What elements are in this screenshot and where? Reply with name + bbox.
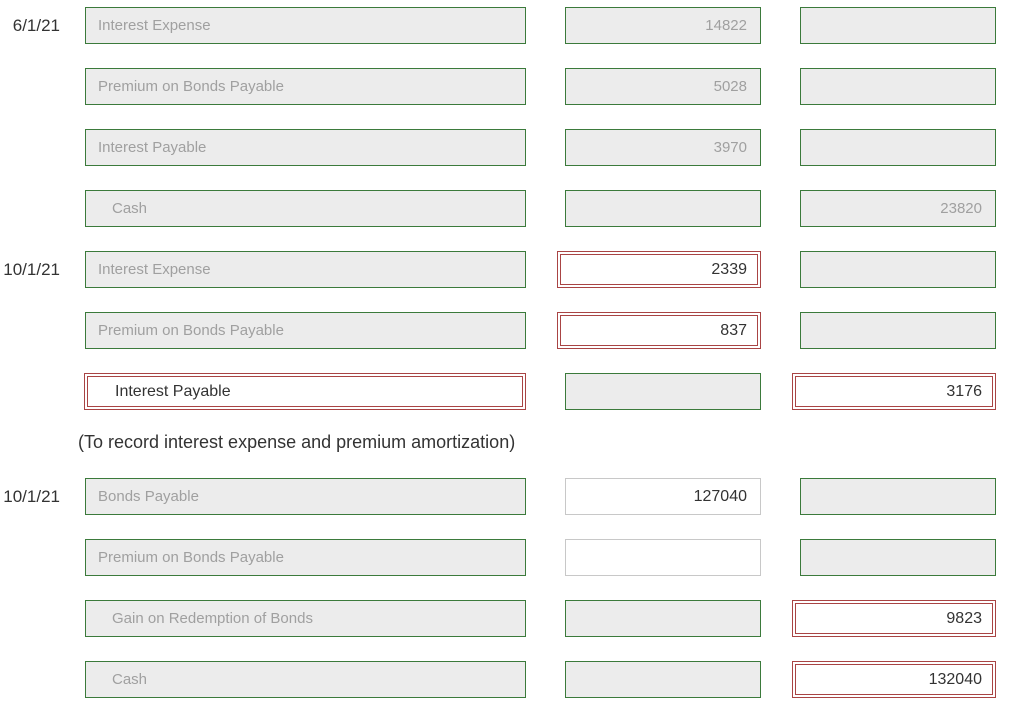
credit-field-text: 9823: [946, 610, 982, 627]
debit-field: [565, 190, 761, 227]
account-field: Premium on Bonds Payable: [85, 539, 526, 576]
debit-field[interactable]: [565, 539, 761, 576]
credit-field-text: 23820: [940, 200, 982, 217]
debit-field: [565, 600, 761, 637]
account-field[interactable]: Interest Payable: [84, 373, 526, 410]
account-field: Gain on Redemption of Bonds: [85, 600, 526, 637]
account-field: Premium on Bonds Payable: [85, 312, 526, 349]
account-field-text: Premium on Bonds Payable: [98, 78, 284, 95]
debit-field: 3970: [565, 129, 761, 166]
credit-field: [800, 7, 996, 44]
debit-field-text: 127040: [693, 488, 747, 505]
credit-field: [800, 68, 996, 105]
account-field-text: Premium on Bonds Payable: [98, 549, 284, 566]
account-field-text: Gain on Redemption of Bonds: [112, 610, 313, 627]
entry-date: 10/1/21: [3, 260, 60, 279]
entry-note: (To record interest expense and premium …: [78, 432, 516, 452]
account-field: Interest Expense: [85, 251, 526, 288]
credit-field: [800, 539, 996, 576]
credit-field: 23820: [800, 190, 996, 227]
account-field-text: Interest Expense: [98, 261, 211, 278]
debit-field[interactable]: 127040: [565, 478, 761, 515]
entry-date: 6/1/21: [12, 16, 60, 35]
field-border: [795, 603, 993, 634]
field-border: [560, 254, 758, 285]
account-field: Cash: [85, 190, 526, 227]
field-border: [87, 376, 523, 407]
field-border: [560, 315, 758, 346]
debit-field[interactable]: 837: [557, 312, 761, 349]
debit-field: [565, 661, 761, 698]
debit-field: [565, 373, 761, 410]
credit-field-text: 132040: [928, 671, 982, 688]
account-field-text: Bonds Payable: [98, 488, 199, 505]
account-field-text: Interest Expense: [98, 17, 211, 34]
debit-field-text: 5028: [713, 78, 747, 95]
account-field: Bonds Payable: [85, 478, 526, 515]
field-border: [795, 664, 993, 695]
account-field-text: Premium on Bonds Payable: [98, 322, 284, 339]
credit-field[interactable]: 132040: [792, 661, 996, 698]
account-field-text: Interest Payable: [115, 383, 231, 400]
account-field: Interest Payable: [85, 129, 526, 166]
credit-field[interactable]: 3176: [792, 373, 996, 410]
debit-field-text: 14822: [705, 17, 747, 34]
account-field-text: Cash: [112, 200, 148, 217]
credit-field: [800, 478, 996, 515]
account-field-text: Interest Payable: [98, 139, 207, 156]
debit-field: 14822: [565, 7, 761, 44]
credit-field: [800, 312, 996, 349]
debit-field[interactable]: 2339: [557, 251, 761, 288]
entry-date: 10/1/21: [3, 487, 60, 506]
debit-field: 5028: [565, 68, 761, 105]
account-field: Cash: [85, 661, 526, 698]
credit-field-text: 3176: [946, 383, 982, 400]
credit-field: [800, 251, 996, 288]
debit-field-text: 837: [720, 322, 747, 339]
debit-field-text: 3970: [713, 139, 747, 156]
credit-field[interactable]: 9823: [792, 600, 996, 637]
account-field: Premium on Bonds Payable: [85, 68, 526, 105]
account-field-text: Cash: [112, 671, 148, 688]
debit-field-text: 2339: [711, 261, 747, 278]
credit-field: [800, 129, 996, 166]
account-field: Interest Expense: [85, 7, 526, 44]
field-border: [795, 376, 993, 407]
